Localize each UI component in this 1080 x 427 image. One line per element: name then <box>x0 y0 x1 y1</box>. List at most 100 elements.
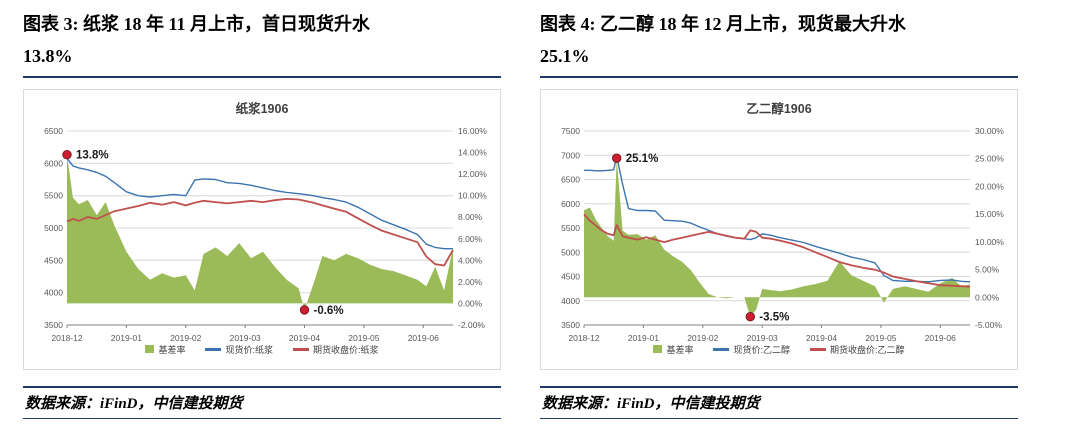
right-axis-tick-label: 0.00% <box>975 292 1000 302</box>
figure4-source-block: 数据来源：iFinD，中信建投期货 <box>540 385 1018 420</box>
figure4-source-text: 数据来源：iFinD，中信建投期货 <box>542 395 760 412</box>
legend-item: 基差率 <box>653 343 693 356</box>
left-axis-tick-label: 5000 <box>561 247 580 257</box>
right-axis-tick-label: -5.00% <box>975 320 1002 330</box>
source-bottom-rule <box>23 417 501 420</box>
area-swatch-icon <box>653 345 663 354</box>
x-axis-tick-label: 2019-02 <box>170 333 201 343</box>
meg-chart-panel: 乙二醇1906 3500 4000 4500 5000 5500 6000 6500 7000… <box>540 88 1018 370</box>
left-axis-tick-label: 5500 <box>561 223 580 233</box>
right-axis-tick-label: 25.00% <box>975 153 1004 163</box>
line-swatch-icon <box>205 348 222 351</box>
annotation-dot <box>62 149 72 160</box>
right-axis-tick-label: -2.00% <box>458 320 485 330</box>
charts-row: 纸浆1906 3500 4000 4500 5000 5500 6000 6500 -2.00… <box>23 78 1080 370</box>
right-axis-tick-label: 8.00% <box>458 212 483 222</box>
figure4-caption-block: 图表 4: 乙二醇 18 年 12 月上市，现货最大升水 25.1% <box>540 8 1018 78</box>
right-axis-tick-label: 10.00% <box>975 237 1004 247</box>
pulp-chart-svg: 3500 4000 4500 5000 5500 6000 6500 -2.00% 0.00% 2… <box>44 126 487 343</box>
annotation-dot <box>612 153 622 163</box>
x-axis-tick-label: 2019-04 <box>806 333 837 343</box>
right-axis-tick-label: 14.00% <box>458 147 487 157</box>
annotation-label: -3.5% <box>759 311 789 323</box>
pulp-chart-legend: 基差率 现货价:纸浆 期货收盘价:纸浆 <box>24 343 500 356</box>
legend-item: 基差率 <box>145 343 185 356</box>
figure3-caption-block: 图表 3: 纸浆 18 年 11 月上市，首日现货升水 13.8% <box>23 8 501 78</box>
source-row: 数据来源：iFinD，中信建投期货 数据来源：iFinD，中信建投期货 <box>23 385 1080 420</box>
price-line <box>66 157 453 250</box>
figure4-caption-line1: 图表 4: 乙二醇 18 年 12 月上市，现货最大升水 <box>540 14 906 34</box>
figure3-source-text: 数据来源：iFinD，中信建投期货 <box>25 395 243 412</box>
legend-label: 基差率 <box>158 344 186 355</box>
line-swatch-icon <box>810 348 826 351</box>
right-axis-tick-label: 2.00% <box>458 277 483 287</box>
price-line <box>583 213 971 288</box>
annotation-label: -0.6% <box>314 305 344 317</box>
meg-chart-title: 乙二醇1906 <box>746 101 812 116</box>
x-axis-tick-label: 2019-05 <box>865 333 896 343</box>
left-axis-tick-label: 6000 <box>44 158 63 168</box>
legend-label: 基差率 <box>666 344 694 355</box>
left-axis-tick-label: 6500 <box>561 174 580 184</box>
right-axis-tick-label: 16.00% <box>458 126 487 136</box>
x-axis-tick-label: 2019-01 <box>628 333 659 343</box>
right-axis-tick-label: 12.00% <box>458 169 487 179</box>
x-axis-tick-label: 2019-05 <box>348 333 379 343</box>
meg-chart-svg: 3500 4000 4500 5000 5500 6000 6500 7000 7500 -5.0… <box>561 126 1004 343</box>
area-swatch-icon <box>145 345 155 354</box>
x-axis-tick-label: 2019-02 <box>687 333 718 343</box>
x-axis-tick-label: 2019-03 <box>747 333 778 343</box>
left-axis-tick-label: 3500 <box>561 320 580 330</box>
meg-chart-legend: 基差率 现货价:乙二醇 期货收盘价:乙二醇 <box>541 343 1017 356</box>
annotation-dot <box>299 304 310 315</box>
left-axis-tick-label: 4000 <box>561 296 580 306</box>
caption-divider-rule <box>23 75 501 78</box>
source-top-rule <box>23 385 501 388</box>
right-axis-tick-label: 30.00% <box>975 126 1004 136</box>
figure4-caption-line2: 25.1% <box>540 46 590 67</box>
right-axis-tick-label: 10.00% <box>458 190 487 200</box>
left-axis-tick-label: 3500 <box>44 320 63 330</box>
left-axis-tick-label: 5500 <box>44 190 63 200</box>
legend-item: 期货收盘价:乙二醇 <box>810 343 905 356</box>
caption-row: 图表 3: 纸浆 18 年 11 月上市，首日现货升水 13.8% 图表 4: … <box>23 8 1080 78</box>
x-axis-tick-label: 2019-03 <box>230 333 261 343</box>
left-axis-tick-label: 6500 <box>44 126 63 136</box>
right-axis-tick-label: 5.00% <box>975 264 1000 274</box>
legend-label: 现货价:纸浆 <box>225 344 273 355</box>
annotation-label: 13.8% <box>76 149 109 161</box>
right-axis-tick-label: 4.00% <box>458 255 483 265</box>
annotation-dot <box>745 311 756 322</box>
pulp-chart-panel: 纸浆1906 3500 4000 4500 5000 5500 6000 6500 -2.00… <box>23 88 501 370</box>
pulp-chart-title: 纸浆1906 <box>235 101 289 116</box>
figure3-source-block: 数据来源：iFinD，中信建投期货 <box>23 385 501 420</box>
x-axis-tick-label: 2019-01 <box>111 333 142 343</box>
x-axis-tick-label: 2018-12 <box>51 333 82 343</box>
x-axis-tick-label: 2018-12 <box>568 333 599 343</box>
right-axis-tick-label: 15.00% <box>975 209 1004 219</box>
price-line <box>66 197 454 267</box>
left-axis-tick-label: 7500 <box>561 126 580 136</box>
legend-label: 期货收盘价:纸浆 <box>313 344 379 355</box>
x-axis-tick-label: 2019-06 <box>925 333 956 343</box>
legend-label: 期货收盘价:乙二醇 <box>830 344 905 355</box>
basis-rate-area <box>584 157 970 317</box>
legend-item: 期货收盘价:纸浆 <box>293 343 379 356</box>
left-axis-tick-label: 7000 <box>561 150 580 160</box>
line-swatch-icon <box>713 348 730 351</box>
price-line <box>584 155 971 283</box>
legend-label: 现货价:乙二醇 <box>733 344 790 355</box>
left-axis-tick-label: 5000 <box>44 223 63 233</box>
basis-rate-area <box>67 154 453 310</box>
left-axis-tick-label: 6000 <box>561 199 580 209</box>
right-axis-tick-label: 0.00% <box>458 298 483 308</box>
line-swatch-icon <box>293 348 309 351</box>
x-axis-tick-label: 2019-06 <box>408 333 439 343</box>
right-axis-tick-label: 20.00% <box>975 181 1004 191</box>
figure3-caption-line1: 图表 3: 纸浆 18 年 11 月上市，首日现货升水 <box>23 14 370 34</box>
right-axis-tick-label: 6.00% <box>458 234 483 244</box>
x-axis-tick-label: 2019-04 <box>289 333 320 343</box>
figure3-caption-line2: 13.8% <box>23 46 73 67</box>
left-axis-tick-label: 4500 <box>561 271 580 281</box>
